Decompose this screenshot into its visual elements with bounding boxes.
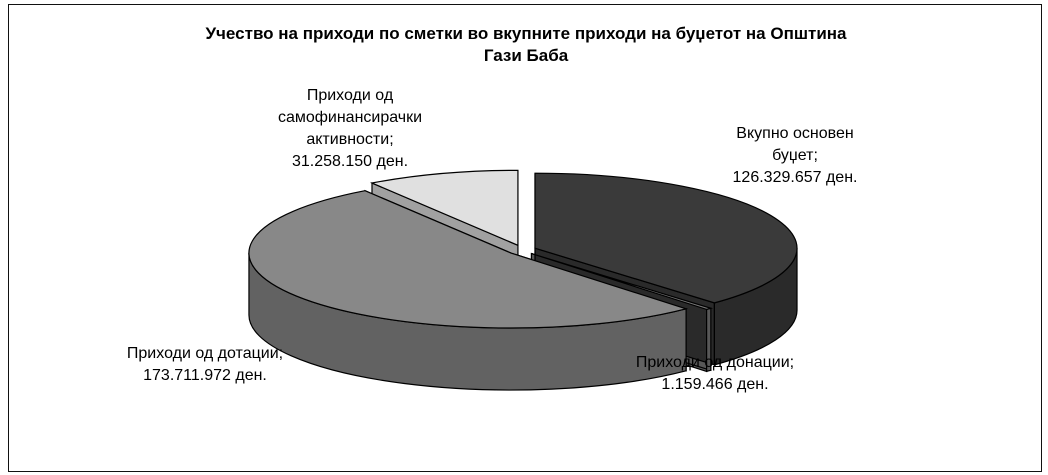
label-dotacii-line-2: 173.711.972 ден. xyxy=(90,365,320,387)
label-osnoven-budzet-line-1: Вкупно основен xyxy=(700,123,890,145)
label-samofinansirachki-line-1: Приходи од xyxy=(255,85,445,107)
label-samofinansirachki-line-3: активности; xyxy=(255,129,445,151)
label-donacii: Приходи од донации; 1.159.466 ден. xyxy=(610,352,820,396)
label-donacii-line-2: 1.159.466 ден. xyxy=(610,374,820,396)
label-samofinansirachki: Приходи од самофинансирачки активности; … xyxy=(255,85,445,173)
label-osnoven-budzet-line-2: буџет; xyxy=(700,145,890,167)
label-samofinansirachki-line-2: самофинансирачки xyxy=(255,107,445,129)
label-osnoven-budzet-line-3: 126.329.657 ден. xyxy=(700,167,890,189)
label-dotacii: Приходи од дотации; 173.711.972 ден. xyxy=(90,343,320,387)
label-dotacii-line-1: Приходи од дотации; xyxy=(90,343,320,365)
label-samofinansirachki-line-4: 31.258.150 ден. xyxy=(255,151,445,173)
label-osnoven-budzet: Вкупно основен буџет; 126.329.657 ден. xyxy=(700,123,890,189)
label-donacii-line-1: Приходи од донации; xyxy=(610,352,820,374)
